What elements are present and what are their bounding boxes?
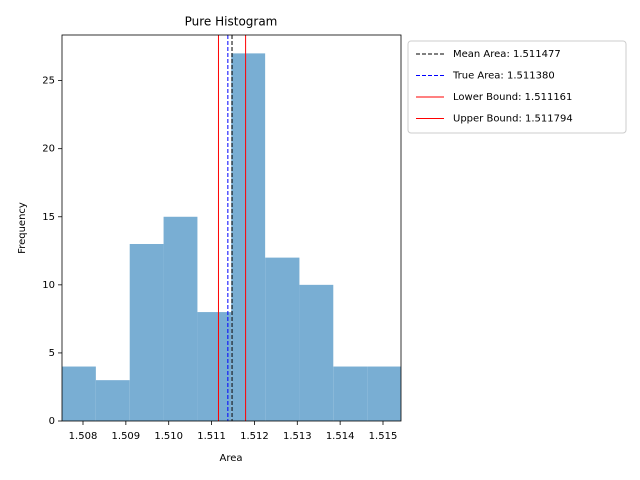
bar [163,216,198,421]
legend-label: Upper Bound: 1.511794 [453,114,573,125]
y-tick-label: 25 [42,76,55,87]
plot-frame [61,34,402,422]
y-tick-label: 10 [42,280,55,291]
bar [129,243,164,421]
y-tick-label: 0 [49,416,55,427]
legend-label: Mean Area: 1.511477 [453,49,561,60]
y-tick-label: 20 [42,144,55,155]
x-axis-label: Area [219,453,242,464]
x-tick-label: 1.512 [240,431,269,442]
legend-label: True Area: 1.511380 [452,71,555,82]
legend-box [407,40,627,134]
bar [367,366,401,421]
x-tick-label: 1.514 [326,431,355,442]
x-tick-label: 1.515 [369,431,398,442]
bar [197,312,232,421]
bar [62,366,96,421]
bar [299,284,334,421]
x-tick-label: 1.509 [112,431,141,442]
y-tick-label: 15 [42,212,55,223]
x-tick-label: 1.508 [69,431,98,442]
x-tick-label: 1.513 [283,431,312,442]
x-tick-label: 1.510 [154,431,183,442]
bar [265,257,300,421]
bar [231,53,266,421]
bar [95,380,130,421]
x-tick-label: 1.511 [197,431,226,442]
y-axis-label: Frequency [17,202,28,254]
legend-label: Lower Bound: 1.511161 [453,92,572,103]
bar [333,366,368,421]
chart-title: Pure Histogram [185,15,278,29]
y-tick-label: 5 [49,348,55,359]
